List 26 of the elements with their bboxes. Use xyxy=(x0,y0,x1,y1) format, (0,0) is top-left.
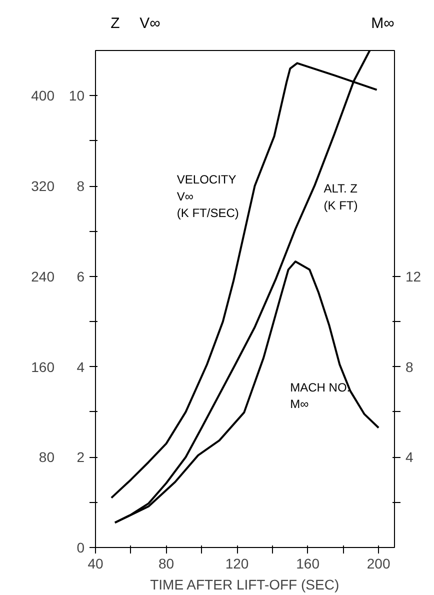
y3-tick-label: 400 xyxy=(31,88,55,104)
y2-tick-label: 12 xyxy=(406,268,422,284)
y2-axis-title: M∞ xyxy=(371,15,395,32)
y3-axis-title: Z xyxy=(110,15,120,32)
y-tick-label: 0 xyxy=(76,540,85,556)
series-label: VELOCITY V∞ (K FT/SEC) xyxy=(176,172,239,220)
x-tick-label: 120 xyxy=(225,556,249,572)
y3-tick-label: 320 xyxy=(31,178,55,194)
y2-tick-label: 4 xyxy=(406,449,414,466)
x-tick-label: 40 xyxy=(88,556,104,572)
y-tick-label: 8 xyxy=(76,178,85,194)
y-tick-label: 4 xyxy=(76,358,85,375)
y3-tick-label: 240 xyxy=(31,268,55,284)
series-label: ALT. Z (K FT) xyxy=(324,182,358,212)
y3-tick-label: 80 xyxy=(38,449,55,466)
x-tick-label: 200 xyxy=(366,556,390,572)
series-label: MACH NO. M∞ xyxy=(290,380,350,412)
x-tick-label: 160 xyxy=(296,556,320,572)
y-tick-label: 6 xyxy=(76,268,85,284)
x-axis-title: TIME AFTER LIFT-OFF (SEC) xyxy=(150,576,340,592)
y-axis-title: V∞ xyxy=(140,15,161,32)
y3-tick-label: 160 xyxy=(31,358,55,375)
y-tick-label: 10 xyxy=(68,88,85,104)
y2-tick-label: 8 xyxy=(406,358,414,375)
y-tick-label: 2 xyxy=(76,449,85,466)
x-tick-label: 80 xyxy=(158,556,174,572)
